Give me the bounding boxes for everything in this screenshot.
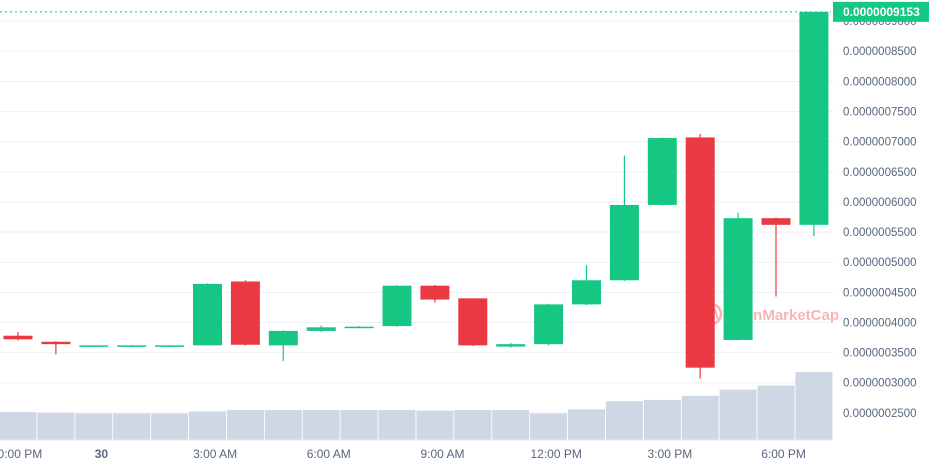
volume-bar <box>530 413 568 440</box>
volume-bar <box>643 399 681 440</box>
candle-up <box>268 330 298 346</box>
volume-bar <box>757 385 795 440</box>
candle-up <box>79 345 109 347</box>
volume-bar <box>568 409 605 440</box>
x-tick-label: 6:00 AM <box>307 447 351 461</box>
y-tick-label: 0.0000007000 <box>843 137 917 149</box>
volume-bar <box>37 412 75 440</box>
volume-bar <box>189 411 226 440</box>
grid-lines <box>0 20 833 414</box>
candle-down <box>3 335 33 340</box>
watermark-text: CoinMarketCap <box>729 307 839 324</box>
y-tick-label: 0.0000005500 <box>843 227 917 239</box>
volume-bars <box>0 372 833 441</box>
candle-up <box>496 344 526 347</box>
volume-bar <box>416 410 454 440</box>
volume-bar <box>719 389 757 440</box>
current-price-label: 0.0000009153 <box>843 5 920 19</box>
x-tick-label: 9:00 AM <box>420 447 464 461</box>
y-tick-label: 0.0000004000 <box>843 317 917 329</box>
y-tick-label: 0.0000008000 <box>843 76 917 88</box>
current-price-badge: 0.0000009153 <box>833 1 929 22</box>
volume-bar <box>75 413 113 440</box>
candle-up <box>193 283 222 346</box>
y-tick-label: 0.0000003500 <box>843 348 917 360</box>
y-tick-label: 0.0000008500 <box>843 46 917 58</box>
volume-bar <box>302 410 340 440</box>
volume-bar <box>340 410 378 440</box>
volume-bar <box>151 413 189 440</box>
candle-up <box>382 285 412 327</box>
current-price-badge-bg <box>833 1 929 22</box>
candle-up <box>647 138 677 205</box>
y-tick-label: 0.0000005000 <box>843 257 917 269</box>
x-tick-label: 3:00 PM <box>648 447 693 461</box>
candle-down <box>458 298 488 346</box>
candle-up <box>609 204 639 281</box>
y-tick-label: 0.0000006500 <box>843 167 917 179</box>
candle-up <box>306 327 336 331</box>
candle-up <box>723 218 753 340</box>
y-tick-label: 0.0000006000 <box>843 197 917 209</box>
volume-bar <box>226 410 264 440</box>
volume-bar <box>0 412 37 440</box>
volume-bar <box>454 410 492 440</box>
volume-bar <box>113 413 151 440</box>
candle-down <box>761 218 791 225</box>
watermark: CoinMarketCap <box>699 302 839 326</box>
x-tick-label: 30 <box>95 447 109 461</box>
y-axis: 0.0000002500 0.0000003000 0.0000003500 0.00… <box>843 16 917 420</box>
candle-up <box>344 326 374 329</box>
y-tick-label: 0.0000002500 <box>843 408 917 420</box>
candles <box>3 11 829 379</box>
x-tick-label: 0:00 PM <box>0 447 42 461</box>
candle-down <box>41 341 71 345</box>
x-tick-label: 6:00 PM <box>761 447 806 461</box>
candle-up <box>572 280 601 305</box>
candle-down <box>685 137 715 368</box>
x-tick-label: 3:00 AM <box>193 447 237 461</box>
candle-up <box>155 345 185 347</box>
x-axis: 0:00 PM 30 3:00 AM 6:00 AM 9:00 AM 12:00 PM 3:… <box>0 447 806 461</box>
volume-bar <box>492 410 530 440</box>
candle-up <box>799 11 829 225</box>
y-tick-label: 0.0000004500 <box>843 287 917 299</box>
volume-bar <box>681 395 719 440</box>
volume-bar <box>605 401 643 440</box>
volume-bar <box>378 410 416 440</box>
y-tick-label: 0.0000007500 <box>843 107 917 119</box>
candle-up <box>117 345 147 347</box>
candle-down <box>420 285 450 300</box>
candle-up <box>534 304 564 345</box>
x-tick-label: 12:00 PM <box>530 447 581 461</box>
y-tick-label: 0.0000003000 <box>843 378 917 390</box>
volume-bar <box>264 410 302 440</box>
candle-down <box>230 281 260 345</box>
volume-bar <box>795 372 833 440</box>
